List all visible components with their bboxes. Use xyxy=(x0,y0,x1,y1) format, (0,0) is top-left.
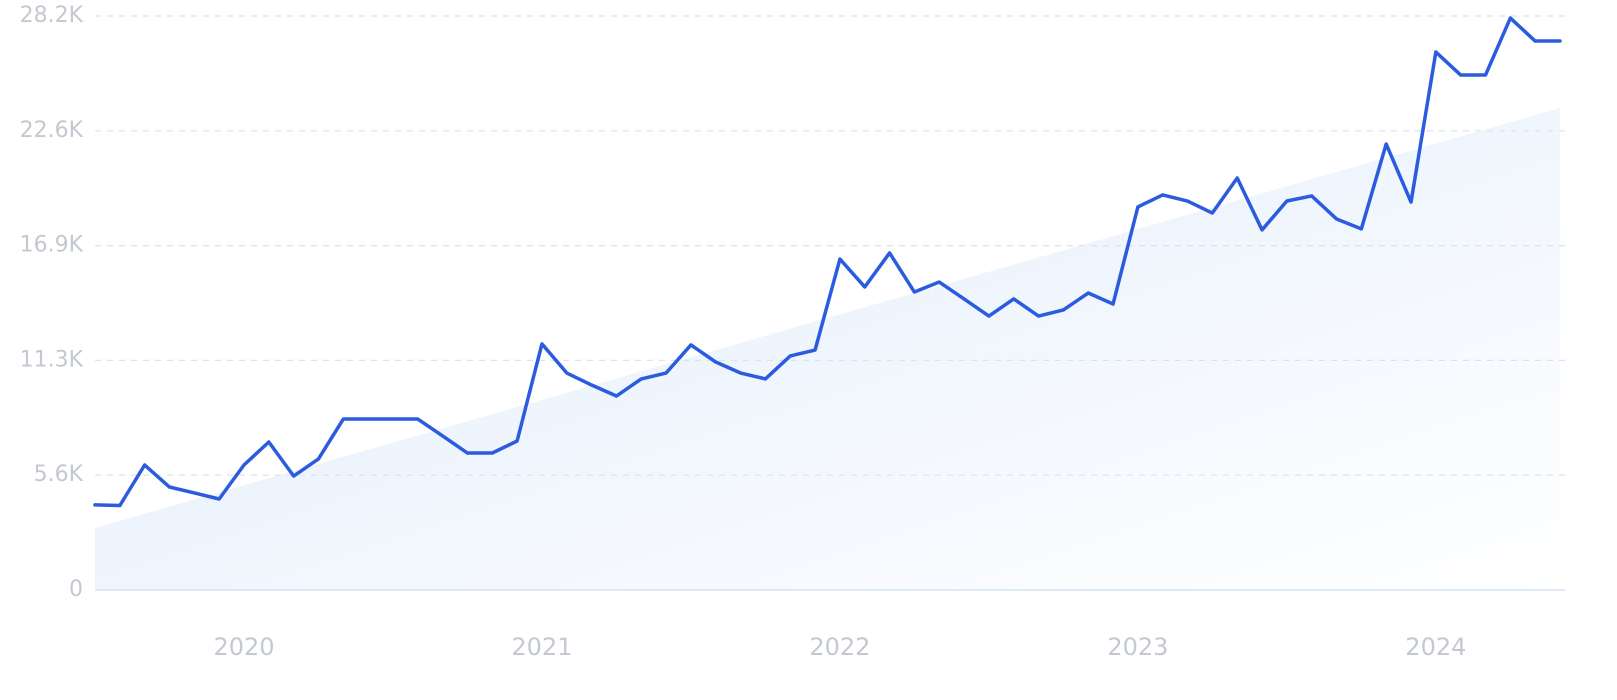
x-tick-label: 2022 xyxy=(809,633,870,661)
y-tick-label: 5.6K xyxy=(34,462,84,487)
y-tick-label: 11.3K xyxy=(20,347,84,372)
y-tick-label: 16.9K xyxy=(20,233,84,258)
y-tick-label: 22.6K xyxy=(20,118,84,143)
x-tick-label: 2020 xyxy=(213,633,274,661)
x-tick-label: 2023 xyxy=(1107,633,1168,661)
x-tick-label: 2021 xyxy=(511,633,572,661)
line xyxy=(93,16,1562,508)
y-tick-label: 28.2K xyxy=(20,3,84,28)
y-tick-label: 0 xyxy=(69,577,83,602)
x-tick-label: 2024 xyxy=(1405,633,1466,661)
trend-area xyxy=(95,108,1560,590)
